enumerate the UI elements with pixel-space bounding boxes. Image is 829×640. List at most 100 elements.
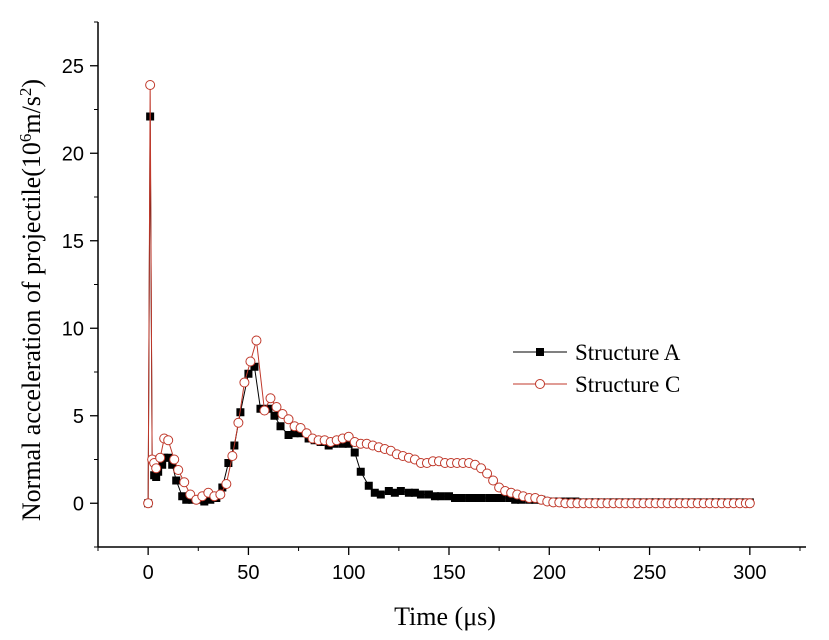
series-structure-c-point [251, 335, 262, 346]
series-structure-a-point [416, 490, 425, 499]
series-structure-a-point [376, 490, 385, 499]
x-tick-label: 0 [143, 562, 154, 584]
series-structure-c-point [173, 465, 184, 475]
x-tick-label: 300 [733, 562, 766, 584]
series-structure-a-point [465, 494, 474, 502]
legend-structure-c: Structure C [513, 372, 680, 397]
axes [97, 22, 806, 548]
series-structure-a-point [396, 487, 405, 495]
x-axis-title: Time (μs) [394, 602, 496, 631]
series-structure-a-point [152, 473, 161, 481]
y-tick-label: 15 [62, 231, 84, 253]
series-structure-a-point [390, 488, 399, 497]
y-axis-title-end: ) [17, 79, 46, 88]
y-axis-title: Normal acceleration of projectile(106m/s… [16, 79, 46, 521]
series-structure-a-point [338, 439, 347, 448]
series-structure-c-point [283, 414, 294, 425]
series-structure-a-point [430, 492, 439, 501]
series-structure-c-point [239, 377, 250, 388]
series-structure-c-point [143, 498, 154, 509]
legend-structure-a-swatch-point [536, 348, 544, 356]
series-structure-a-point [505, 494, 514, 502]
y-tick-label: 20 [62, 143, 84, 165]
series-structure-a-point [164, 453, 173, 462]
series-structure-a-point [471, 494, 480, 502]
series-structure-a-point [457, 494, 466, 502]
series-structure-a-point [485, 494, 494, 502]
series-structure-a-point [384, 487, 393, 495]
series-structure-c-point [221, 479, 232, 489]
series-structure-a-point [477, 494, 486, 502]
series-structure-a-point [224, 459, 233, 467]
series-structure-a-point [370, 488, 379, 497]
series-structure-a-point [356, 467, 365, 476]
series-structure-a-point [270, 411, 279, 420]
series-structure-a-point [178, 492, 187, 501]
series-structure-c-point [179, 477, 190, 488]
series-structure-c-point [163, 435, 174, 446]
series-structure-a-point [284, 431, 293, 439]
series-structure-c-point [227, 451, 238, 461]
x-tick-label: 200 [533, 562, 566, 584]
series-structure-a-point [344, 439, 353, 448]
series-structure-c-point [245, 356, 256, 367]
series-structure-c [143, 80, 755, 509]
legend-structure-a: Structure A [513, 340, 681, 365]
series-structure-c-line [147, 84, 750, 504]
legend-structure-a-label: Structure A [575, 340, 681, 365]
series-structure-c-point [169, 454, 180, 465]
series-structure-a-point [497, 494, 506, 502]
series-structure-c-point [482, 468, 493, 479]
series-structure-c-point [259, 405, 270, 416]
series-structure-c-point [151, 463, 162, 474]
y-tick-label: 10 [62, 318, 84, 340]
y-axis-title-main: Normal acceleration of projectile(10 [17, 142, 46, 521]
y-axis-title-sup2: 2 [16, 88, 35, 97]
series-structure-c-point [155, 452, 166, 463]
series-structure-c-point [271, 402, 282, 412]
series-structure-a-point [182, 495, 191, 504]
series-structure-a-point [491, 494, 500, 502]
series-structure-c-point [215, 489, 226, 500]
legend-structure-c-label: Structure C [575, 372, 680, 397]
series-structure-a-point [296, 429, 305, 438]
series-structure-a-point [290, 429, 299, 438]
ticks: 0 50 100 150 200 250 300 0 5 10 15 20 25 [62, 21, 801, 584]
x-tick-label: 50 [237, 562, 259, 584]
series-structure-a-point [250, 362, 259, 371]
series-structure-c-point [233, 417, 244, 428]
legend-structure-c-swatch-point [535, 379, 545, 389]
series-structure-a-point [168, 460, 177, 469]
series-structure-a-point [244, 369, 253, 378]
y-tick-label: 5 [73, 406, 84, 428]
series-structure-a-point [511, 495, 520, 504]
y-axis-title-mid: m/s [17, 96, 46, 134]
series-structure-a-point [218, 483, 227, 492]
series-structure-c-point [744, 498, 755, 509]
series-structure-a-point [206, 495, 215, 504]
series-layer [143, 80, 755, 509]
series-structure-c-point [488, 475, 499, 486]
y-axis-title-sup1: 6 [16, 134, 35, 143]
series-structure-a [144, 112, 754, 508]
series-structure-a-point [158, 460, 167, 469]
series-structure-a-point [276, 422, 285, 431]
y-tick-label: 25 [62, 56, 84, 78]
x-tick-label: 250 [633, 562, 666, 584]
series-structure-c-point [265, 393, 276, 404]
series-structure-a-point [404, 488, 413, 497]
y-tick-label: 0 [73, 493, 84, 515]
series-structure-a-point [364, 481, 373, 490]
series-structure-a-point [200, 497, 209, 506]
series-structure-a-point [410, 488, 419, 497]
series-structure-a-line [147, 116, 750, 504]
series-structure-a-point [436, 492, 445, 501]
legend: Structure A Structure C [513, 340, 681, 397]
series-structure-a-point [172, 476, 181, 485]
series-structure-a-point [444, 492, 453, 501]
x-tick-label: 150 [432, 562, 465, 584]
series-structure-a-point [350, 448, 359, 457]
series-structure-c-point [145, 80, 156, 90]
